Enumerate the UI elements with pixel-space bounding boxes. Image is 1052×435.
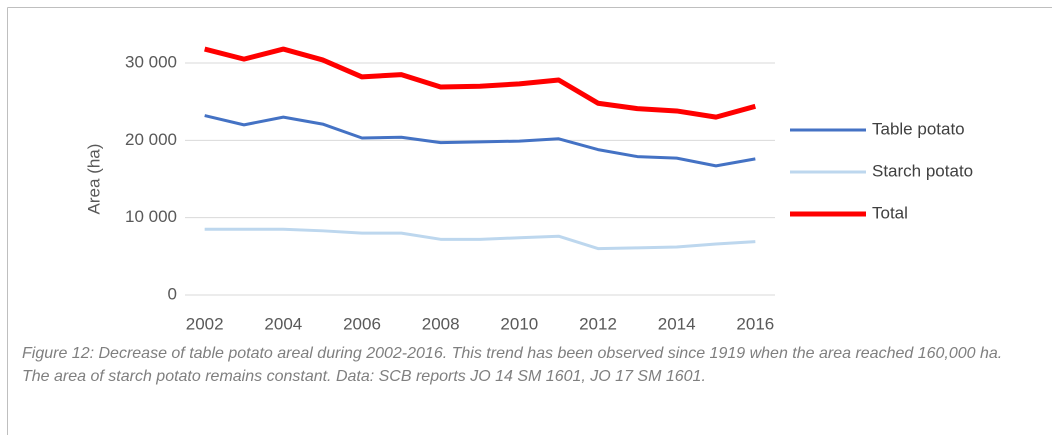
x-tick-label: 2002 <box>186 314 224 333</box>
y-tick-label: 30 000 <box>125 52 177 71</box>
x-tick-label: 2008 <box>422 314 460 333</box>
y-axis-label: Area (ha) <box>84 144 103 215</box>
legend-label: Table potato <box>872 119 965 138</box>
x-tick-label: 2014 <box>658 314 696 333</box>
legend-label: Starch potato <box>872 161 973 180</box>
x-tick-label: 2004 <box>264 314 302 333</box>
x-tick-label: 2010 <box>500 314 538 333</box>
x-tick-label: 2012 <box>579 314 617 333</box>
line-series <box>204 227 756 251</box>
line-series <box>204 46 756 120</box>
figure-caption: Figure 12: Decrease of table potato area… <box>22 345 1003 385</box>
legend-label: Total <box>872 203 908 222</box>
x-tick-label: 2006 <box>343 314 381 333</box>
line-series <box>204 114 756 168</box>
chart: Area (ha) 0 10 000 20 000 30 000 2002 2004 200… <box>7 7 1052 340</box>
y-tick-label: 10 000 <box>125 207 177 226</box>
frame-left-lower <box>7 340 8 435</box>
y-tick-label: 20 000 <box>125 130 177 149</box>
x-tick-label: 2016 <box>736 314 774 333</box>
y-tick-label: 0 <box>168 284 177 303</box>
